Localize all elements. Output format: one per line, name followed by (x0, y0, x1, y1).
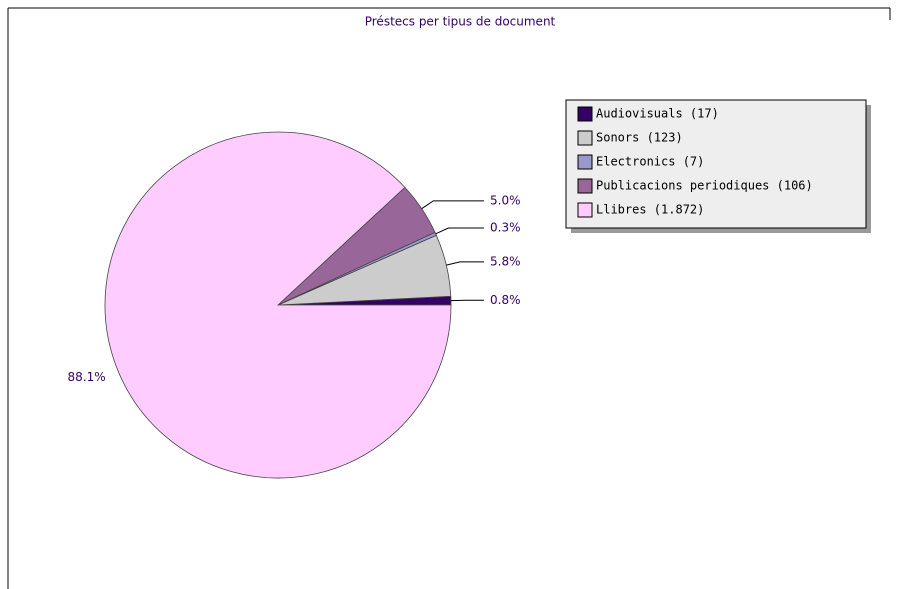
leader-line (421, 200, 484, 210)
chart-title: Préstecs per tipus de document (365, 15, 556, 29)
slice-label: 0.8% (490, 293, 521, 307)
slice-label: 5.8% (490, 254, 521, 268)
legend-label: Llibres (1.872) (596, 203, 704, 217)
legend-label: Audiovisuals (17) (596, 107, 719, 121)
slice-label: 0.3% (490, 221, 521, 235)
leader-line (435, 227, 484, 235)
legend-box (565, 99, 867, 229)
legend-swatch (577, 154, 593, 170)
legend-swatch (577, 130, 593, 146)
legend-swatch (577, 178, 593, 194)
legend-swatch (577, 106, 593, 122)
legend-label: Sonors (123) (596, 131, 683, 145)
leader-line (446, 261, 484, 266)
slice-label: 5.0% (490, 193, 521, 207)
legend-swatch (577, 202, 593, 218)
legend-label: Publicacions periodiques (106) (596, 179, 813, 193)
legend-label: Electronics (7) (596, 155, 704, 169)
slice-label: 88.1% (68, 370, 106, 384)
pie-slice (104, 131, 452, 479)
